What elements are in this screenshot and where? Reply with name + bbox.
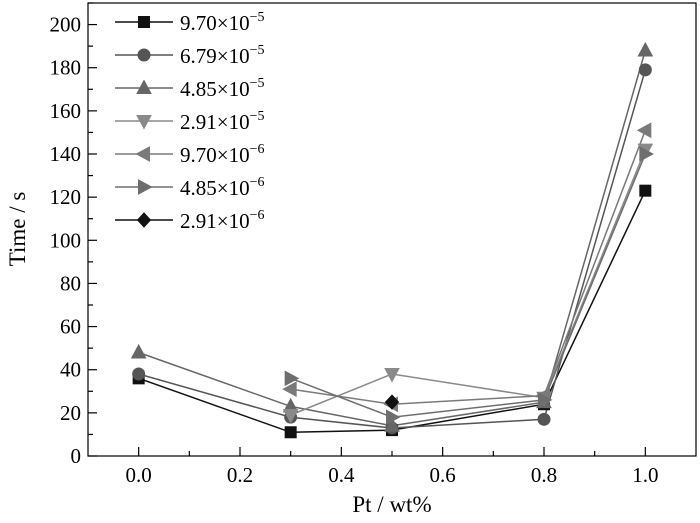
data-point-series-2 [537, 412, 551, 426]
data-point-series-5 [282, 381, 297, 397]
legend-label-6: 4.85×10−6 [180, 175, 265, 200]
series-line-4 [290, 149, 646, 416]
y-axis-title: Time / s [5, 192, 30, 267]
y-tick-label: 120 [50, 185, 82, 209]
legend-marker-6 [138, 179, 153, 195]
data-point-series-6 [639, 146, 654, 162]
series-line-5 [290, 130, 647, 405]
data-point-series-7 [384, 394, 400, 410]
legend-marker-3 [136, 79, 152, 94]
data-point-series-3 [384, 417, 400, 432]
data-point-series-3 [637, 41, 654, 57]
series-markers [130, 41, 654, 439]
legend-marker-1 [138, 16, 150, 28]
data-point-series-6 [386, 409, 401, 426]
axis-ticks: 0.0 0.2 0.4 0.6 0.8 1.0 0 20 40 60 80 100 120 140 160 1… [50, 2, 658, 487]
x-tick-label: 0.2 [227, 463, 253, 487]
y-tick-label: 180 [50, 56, 82, 80]
y-tick-label: 80 [60, 271, 81, 295]
legend-label-1: 9.70×10−5 [180, 10, 265, 35]
y-tick-label: 160 [50, 99, 82, 123]
data-point-series-1 [284, 426, 297, 439]
legend-marker-7 [136, 212, 152, 228]
series-line-6 [290, 153, 646, 418]
x-tick-label: 1.0 [632, 463, 658, 487]
y-tick-label: 200 [50, 13, 82, 37]
y-tick-label: 140 [50, 142, 82, 166]
legend-marker-2 [137, 48, 151, 62]
x-tick-label: 0.6 [430, 463, 456, 487]
data-point-series-3 [130, 343, 147, 359]
data-point-series-4 [384, 368, 400, 383]
data-point-series-2 [132, 367, 146, 381]
x-axis-title: Pt / wt% [352, 492, 431, 517]
legend-label-7: 2.91×10−6 [180, 208, 265, 233]
data-point-series-5 [636, 122, 652, 139]
legend-label-3: 4.85×10−5 [180, 76, 265, 101]
data-point-series-1 [639, 184, 652, 197]
legend-label-5: 9.70×10−6 [180, 142, 265, 167]
data-point-series-6 [284, 370, 300, 387]
y-tick-label: 100 [50, 228, 82, 252]
legend-marker-4 [136, 115, 152, 130]
legend-label-4: 2.91×10−5 [180, 109, 265, 134]
data-point-series-4 [282, 409, 299, 424]
data-point-series-6 [538, 392, 553, 408]
y-tick-label: 0 [71, 444, 82, 468]
x-tick-label: 0.8 [531, 463, 557, 487]
legend: 9.70×10−5 6.79×10−5 4.85×10−5 2.91×10−5 9.70… [115, 10, 265, 233]
x-tick-label: 0.0 [126, 463, 152, 487]
y-tick-label: 40 [60, 358, 81, 382]
data-point-series-2 [638, 63, 652, 77]
y-tick-label: 20 [60, 401, 81, 425]
y-tick-label: 60 [60, 315, 81, 339]
legend-marker-5 [135, 146, 150, 162]
legend-label-2: 6.79×10−5 [180, 43, 265, 68]
x-tick-label: 0.4 [328, 463, 355, 487]
